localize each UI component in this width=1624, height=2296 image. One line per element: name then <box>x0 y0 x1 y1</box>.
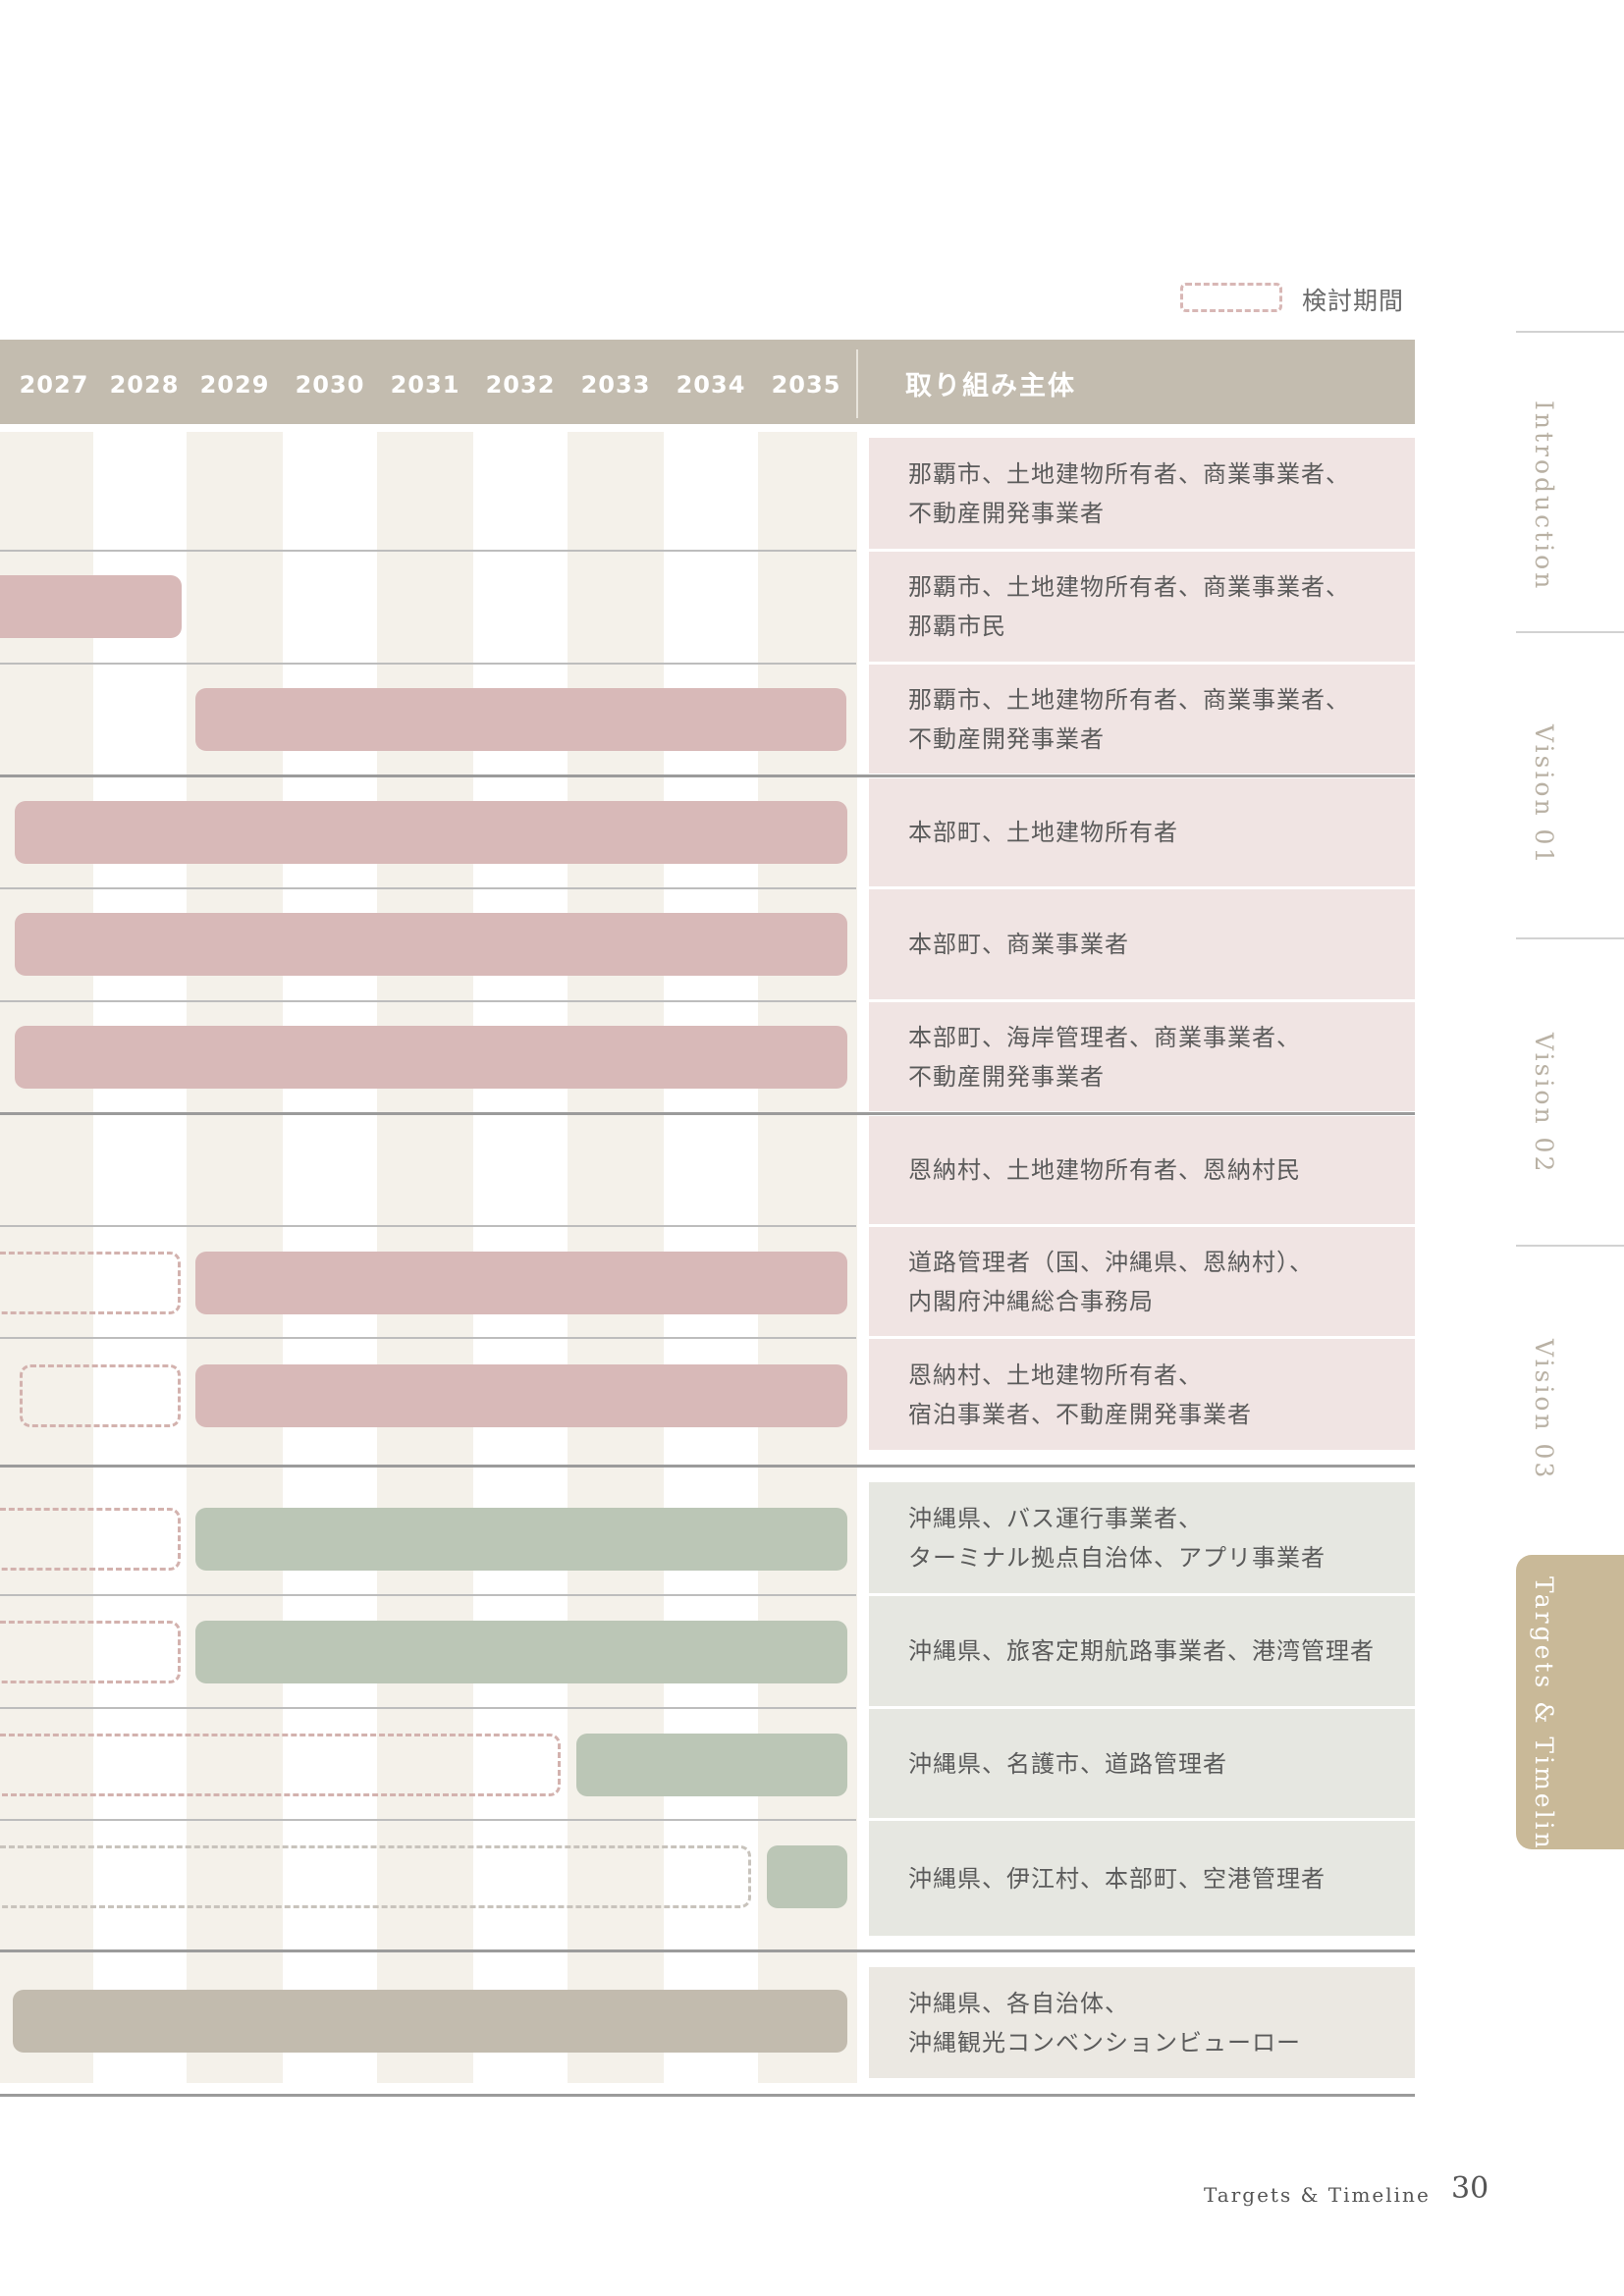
row-divider <box>0 1225 856 1227</box>
implementation-bar <box>195 1508 847 1571</box>
actor-cell: 沖縄県、旅客定期航路事業者、港湾管理者 <box>869 1596 1415 1706</box>
year-label: 2031 <box>390 371 460 399</box>
study-period-legend-swatch <box>1180 283 1282 312</box>
group-divider <box>0 1949 1415 1952</box>
table-bottom-rule <box>0 2094 1415 2097</box>
header-divider <box>856 349 858 418</box>
actor-cell: 沖縄県、伊江村、本部町、空港管理者 <box>869 1821 1415 1936</box>
year-label: 2034 <box>676 371 746 399</box>
actor-cell: 恩納村、土地建物所有者、恩納村民 <box>869 1116 1415 1224</box>
implementation-bar <box>0 575 182 638</box>
nav-item-introduction[interactable]: Introduction <box>1530 400 1558 592</box>
row-divider <box>0 1337 856 1339</box>
implementation-bar <box>195 1364 847 1427</box>
study-period-bar <box>0 1845 751 1908</box>
actor-cell: 本部町、海岸管理者、商業事業者、 不動産開発事業者 <box>869 1002 1415 1111</box>
study-period-bar <box>0 1734 561 1796</box>
year-label: 2033 <box>580 371 651 399</box>
implementation-bar <box>13 1990 847 2053</box>
actor-cell: 道路管理者（国、沖縄県、恩納村）、 内閣府沖縄総合事務局 <box>869 1227 1415 1336</box>
nav-item-targets-timeline[interactable]: Targets & Timeline <box>1516 1555 1624 1868</box>
group-divider <box>0 1112 1415 1115</box>
study-period-bar <box>0 1252 181 1314</box>
actor-cell: 沖縄県、各自治体、 沖縄観光コンベンションビューロー <box>869 1967 1415 2078</box>
actor-cell: 那覇市、土地建物所有者、商業事業者、 不動産開発事業者 <box>869 438 1415 549</box>
row-divider <box>0 1000 856 1002</box>
actor-cell: 恩納村、土地建物所有者、 宿泊事業者、不動産開発事業者 <box>869 1339 1415 1450</box>
implementation-bar <box>195 1252 847 1314</box>
year-label: 2028 <box>109 371 180 399</box>
row-divider <box>0 1819 856 1821</box>
implementation-bar <box>195 1621 847 1683</box>
group-divider <box>0 1465 1415 1468</box>
nav-item-vision-02[interactable]: Vision 02 <box>1530 1033 1558 1175</box>
nav-divider <box>1516 1245 1624 1247</box>
actor-column-header: 取り組み主体 <box>905 371 1076 401</box>
footer-section-title: Targets & Timeline <box>1204 2183 1431 2207</box>
implementation-bar <box>15 1026 847 1089</box>
nav-divider <box>1516 937 1624 939</box>
actor-cell: 沖縄県、名護市、道路管理者 <box>869 1709 1415 1818</box>
actor-cell: 沖縄県、バス運行事業者、 ターミナル拠点自治体、アプリ事業者 <box>869 1482 1415 1593</box>
year-label: 2032 <box>485 371 556 399</box>
row-divider <box>0 663 856 665</box>
study-period-bar <box>0 1508 181 1571</box>
page-number: 30 <box>1451 2171 1489 2206</box>
implementation-bar <box>15 801 847 864</box>
study-period-bar <box>20 1364 181 1427</box>
nav-divider <box>1516 331 1624 333</box>
year-label: 2027 <box>19 371 89 399</box>
nav-item-label: Targets & Timeline <box>1530 1576 1558 1869</box>
row-divider <box>0 1594 856 1596</box>
nav-item-vision-03[interactable]: Vision 03 <box>1530 1339 1558 1481</box>
nav-divider <box>1516 631 1624 633</box>
row-divider <box>0 1707 856 1709</box>
year-column-stripe <box>0 432 93 2083</box>
timeline-header <box>0 340 1415 424</box>
group-divider <box>0 774 1415 777</box>
implementation-bar <box>15 913 847 976</box>
year-label: 2030 <box>295 371 365 399</box>
nav-item-vision-01[interactable]: Vision 01 <box>1530 724 1558 867</box>
actor-cell: 本部町、土地建物所有者 <box>869 778 1415 886</box>
study-period-legend-label: 検討期間 <box>1302 287 1405 315</box>
implementation-bar <box>767 1845 847 1908</box>
actor-cell: 那覇市、土地建物所有者、商業事業者、 那覇市民 <box>869 552 1415 662</box>
study-period-bar <box>0 1621 181 1683</box>
year-label: 2035 <box>771 371 841 399</box>
actor-cell: 本部町、商業事業者 <box>869 889 1415 999</box>
row-divider <box>0 887 856 889</box>
implementation-bar <box>576 1734 847 1796</box>
row-divider <box>0 550 856 552</box>
year-label: 2029 <box>199 371 270 399</box>
implementation-bar <box>195 688 846 751</box>
actor-cell: 那覇市、土地建物所有者、商業事業者、 不動産開発事業者 <box>869 665 1415 774</box>
